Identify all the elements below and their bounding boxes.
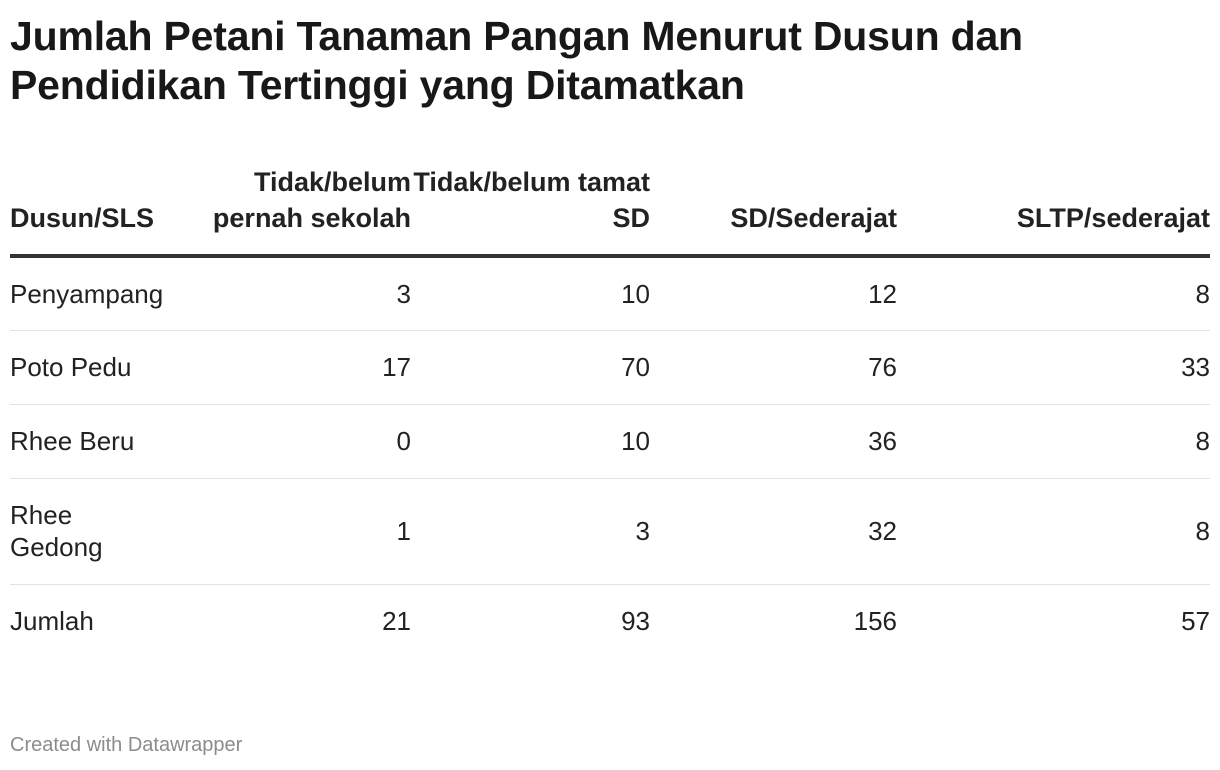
table-cell-value: 10 (411, 256, 650, 331)
chart-title: Jumlah Petani Tanaman Pangan Menurut Dus… (10, 13, 1023, 108)
table-cell-value: 8 (897, 404, 1210, 479)
table-row: Rhee Beru 0 10 36 8 (10, 404, 1210, 479)
table-cell-value: 70 (411, 330, 650, 405)
column-header-sd-sederajat[interactable]: SD/Sederajat (650, 164, 897, 258)
table-cell-value: 93 (621, 606, 650, 637)
table-cell-value: 12 (650, 256, 897, 331)
table-row: Rhee Gedong 1 3 32 8 (10, 478, 1210, 585)
table-cell-value: 36 (650, 404, 897, 479)
table-cell-value: 32 (650, 478, 897, 585)
table-cell-dusun: Penyampang (10, 256, 163, 331)
table-cell-value: 3 (160, 256, 411, 331)
table-cell-value: 21 (382, 606, 411, 637)
table-cell-value: 1 (160, 478, 411, 585)
table-cell-value: 0 (160, 404, 411, 479)
table-cell-value: 156 (853, 606, 897, 637)
table-row: Penyampang 3 10 12 8 (10, 256, 1210, 331)
table-cell-value: 33 (897, 330, 1210, 405)
table-cell-value: 57 (1181, 606, 1210, 637)
table-cell-value: 17 (160, 330, 411, 405)
table-cell-value: 3 (411, 478, 650, 585)
column-header-dusun[interactable]: Dusun/SLS (10, 164, 160, 258)
column-header-sltp-sederajat[interactable]: SLTP/sederajat (897, 164, 1210, 258)
table-cell-value: 8 (897, 478, 1210, 585)
column-header-tidak-pernah-sekolah[interactable]: Tidak/belum pernah sekolah (160, 164, 411, 258)
table-cell-dusun: Rhee Beru (10, 404, 160, 479)
table-cell-value: 8 (897, 256, 1210, 331)
table-cell-dusun: Jumlah (10, 606, 94, 637)
column-header-tidak-tamat-sd[interactable]: Tidak/belum tamat SD (411, 164, 650, 258)
table-cell-dusun: Poto Pedu (10, 330, 160, 405)
table-cell-value: 76 (650, 330, 897, 405)
table-row: Poto Pedu 17 70 76 33 (10, 330, 1210, 405)
data-table: Dusun/SLS Tidak/belum pernah sekolah Tid… (10, 164, 1210, 658)
table-row-total: Jumlah 21 93 156 57 (10, 584, 1210, 658)
header-row: Dusun/SLS Tidak/belum pernah sekolah Tid… (10, 164, 1210, 258)
table-cell-dusun: Rhee Gedong (10, 478, 160, 585)
table-cell-value: 10 (411, 404, 650, 479)
datawrapper-credit: Created with Datawrapper (10, 734, 243, 756)
